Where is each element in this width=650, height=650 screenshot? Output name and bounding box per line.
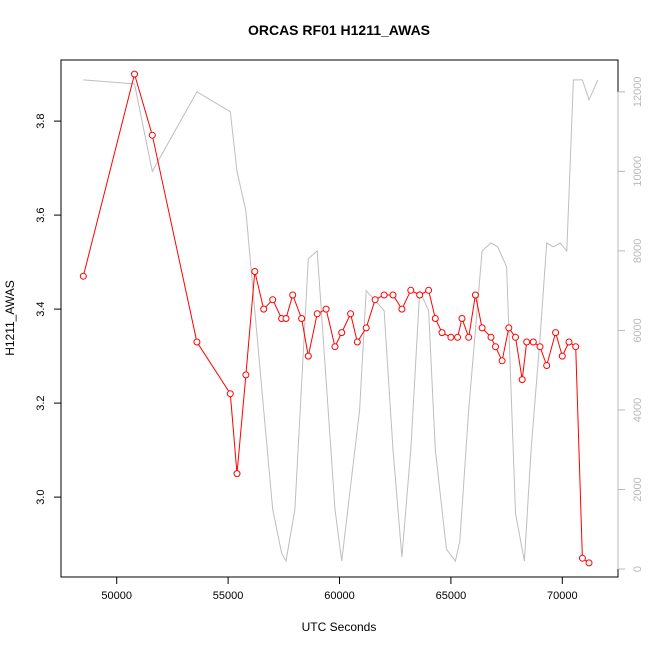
data-point [458,315,466,322]
y-tick-label: 3.8 [35,113,47,128]
data-point [447,333,455,341]
data-point [304,352,312,360]
data-point [572,343,580,351]
y-tick-label: 3.2 [35,395,47,410]
data-point [552,329,560,337]
x-tick-label: 55000 [213,590,244,602]
data-point [518,376,526,384]
series-left-axis [79,70,593,567]
data-point [454,333,462,341]
data-point [371,296,379,304]
data-point [298,315,306,322]
data-point [79,272,87,280]
x-tick-label: 60000 [324,590,355,602]
data-point [478,324,486,332]
data-point [380,291,388,299]
y-tick-label: 3.0 [35,489,47,504]
data-point [260,305,268,313]
data-point [529,338,537,346]
data-point [505,324,513,332]
data-point [407,286,415,294]
grey-series-line [83,79,599,563]
data-point [193,338,201,346]
data-point [487,333,495,341]
data-point [242,371,250,379]
data-point [331,343,339,351]
data-point [251,268,259,275]
data-point [558,352,566,360]
y-tick-label: 3.4 [35,301,47,316]
y2-tick-label: 0 [632,566,644,572]
y2-tick-label: 12000 [632,77,644,108]
data-point [233,470,241,478]
data-point [536,343,544,351]
data-point [398,305,406,313]
data-point [465,333,473,341]
data-point [362,324,370,332]
y2-tick-label: 2000 [632,477,644,501]
data-point [353,338,361,346]
data-point [492,343,499,351]
data-point [438,329,446,337]
data-point [523,338,531,346]
x-tick-label: 70000 [547,590,578,602]
data-point [322,305,330,313]
data-point [565,338,573,346]
chart-title: ORCAS RF01 H1211_AWAS [248,22,430,38]
y2-tick-label: 10000 [632,156,644,187]
x-tick-label: 50000 [101,590,132,602]
data-point [498,357,506,365]
data-point [512,333,519,341]
y2-tick-label: 8000 [632,239,644,263]
y-axis-left: 3.0 3.2 3.4 3.6 3.8 [35,113,62,505]
data-point [338,329,346,337]
x-axis-label: UTC Seconds [302,620,377,634]
data-point [416,291,424,299]
y-axis-right: 0 2000 4000 6000 8000 10000 12000 [617,77,644,572]
x-axis: 50000 55000 60000 65000 70000 [101,576,578,602]
data-point [148,131,156,139]
y2-tick-label: 4000 [632,398,644,422]
x-tick-label: 65000 [436,590,467,602]
data-point [471,291,479,299]
data-point [431,315,439,322]
data-point [389,291,397,299]
y-axis-label: H1211_AWAS [3,280,17,356]
data-point [347,310,355,318]
data-point [578,554,586,562]
data-point [543,362,551,369]
y-tick-label: 3.6 [35,207,47,222]
data-point [289,291,297,299]
data-point [131,70,138,78]
data-point [585,559,593,567]
data-point [269,296,277,304]
data-point [425,286,433,294]
y2-tick-label: 6000 [632,318,644,342]
data-point [226,390,234,398]
series-right-axis [83,79,599,563]
data-point [282,315,290,322]
data-point [313,310,321,318]
